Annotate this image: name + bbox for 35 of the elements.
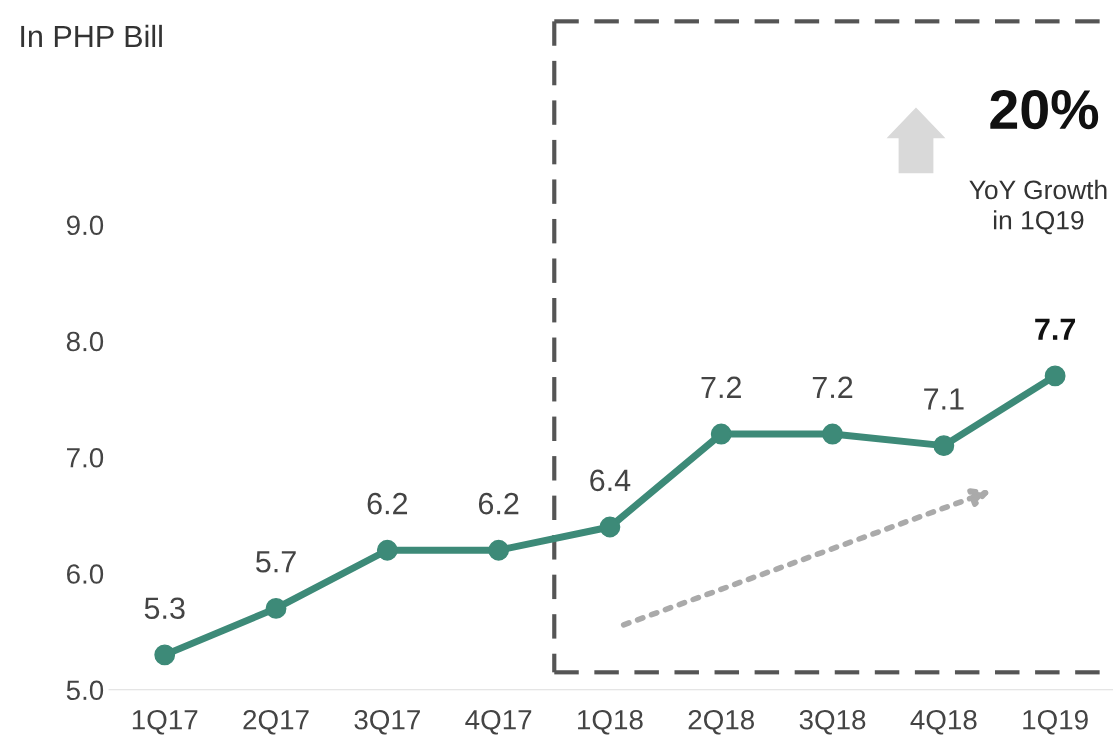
x-tick-label: 3Q18 bbox=[799, 709, 866, 735]
point bbox=[933, 435, 955, 457]
x-tick-label: 1Q17 bbox=[132, 709, 198, 735]
data-label: 5.3 bbox=[144, 597, 185, 620]
point bbox=[376, 539, 398, 561]
x-tick-label: 1Q19 bbox=[1023, 709, 1088, 735]
y-tick-label: 6.0 bbox=[67, 564, 104, 584]
x-tick-label: 2Q17 bbox=[243, 709, 309, 735]
y-tick-label: 7.0 bbox=[67, 447, 104, 468]
data-label: 7.2 bbox=[701, 376, 741, 398]
point bbox=[710, 423, 732, 445]
y-tick-label: 5.0 bbox=[66, 680, 104, 701]
x-tick-label: 2Q18 bbox=[688, 709, 754, 735]
point bbox=[822, 423, 843, 445]
data-label: 6.2 bbox=[367, 492, 408, 515]
x-tick-label: 4Q17 bbox=[465, 709, 532, 735]
text: 20% bbox=[990, 89, 1099, 130]
point bbox=[599, 516, 621, 538]
text: In PHP Bill bbox=[21, 24, 162, 47]
point bbox=[488, 539, 510, 561]
x-tick-label: 1Q18 bbox=[578, 709, 643, 735]
data-label: 6.4 bbox=[590, 469, 631, 492]
y-tick-label: 9.0 bbox=[66, 215, 104, 236]
annotation: YoY Growth in 1Q19 bbox=[969, 179, 1107, 235]
data-label: 5.7 bbox=[256, 551, 296, 573]
data-label: 7.7 bbox=[1035, 318, 1076, 340]
y-tick-label: 8.0 bbox=[66, 331, 104, 352]
data-label: 7.2 bbox=[812, 376, 853, 398]
point bbox=[1044, 365, 1066, 387]
data-label: 7.1 bbox=[924, 388, 964, 410]
x-tick-label: 3Q17 bbox=[354, 709, 420, 735]
data-label: 6.2 bbox=[478, 492, 519, 515]
x-tick-label: 4Q18 bbox=[910, 709, 977, 735]
point bbox=[265, 597, 287, 619]
point bbox=[154, 644, 176, 666]
